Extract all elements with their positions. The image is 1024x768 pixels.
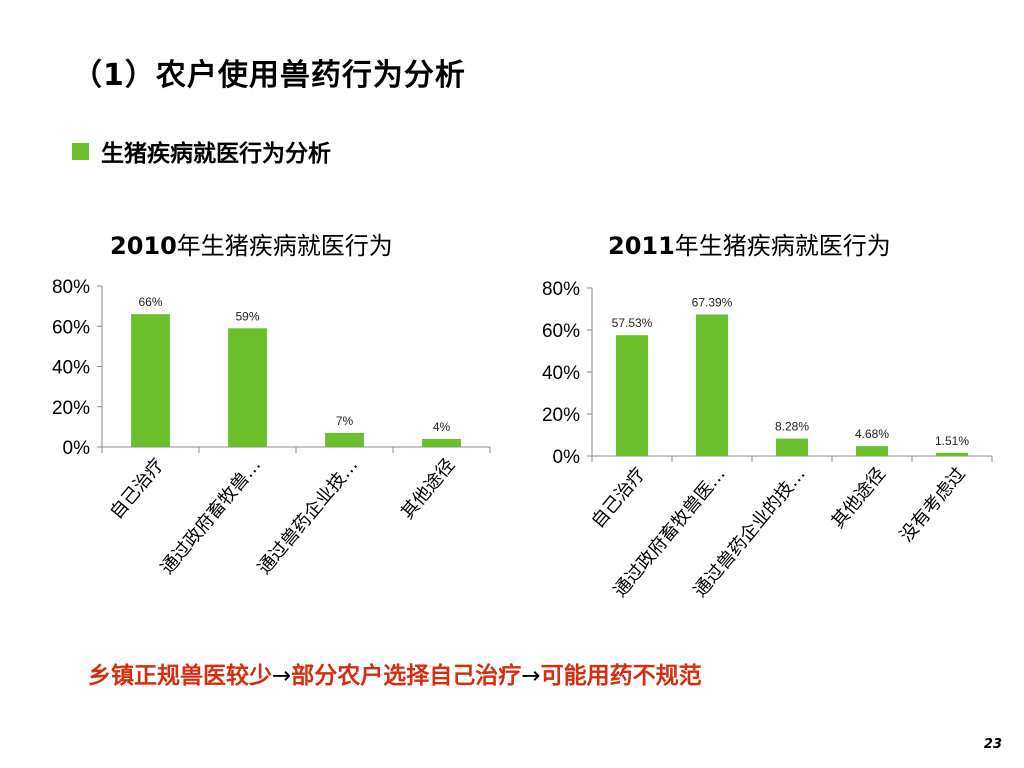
- bar: [616, 335, 648, 456]
- y-tick-label: 40%: [52, 358, 90, 379]
- category-label: 自己治疗: [106, 455, 168, 524]
- chart-title: 2010年生猪疾病就医行为: [110, 232, 393, 260]
- data-label: 7%: [336, 414, 354, 428]
- y-tick-label: 80%: [542, 279, 580, 300]
- arrow-icon: →: [272, 663, 292, 689]
- subtitle-row: 生猪疾病就医行为分析: [72, 134, 331, 168]
- bullet-square-icon: [72, 142, 89, 160]
- data-label: 59%: [235, 309, 259, 323]
- bar: [131, 314, 170, 447]
- category-label: 没有考虑过: [896, 464, 970, 546]
- chart-title-year: 2010: [110, 232, 177, 260]
- category-label: 其他途径: [397, 455, 459, 524]
- bar: [936, 452, 968, 456]
- bar: [696, 314, 728, 456]
- chart-2010: 2010年生猪疾病就医行为 0% 20% 40% 60% 80% 66% 自己治疗 59% 通过政…: [30, 222, 500, 602]
- conclusion-text: 乡镇正规兽医较少→部分农户选择自己治疗→可能用药不规范: [88, 656, 702, 690]
- category-label: 其他途径: [827, 464, 889, 533]
- conclusion-part-1: 乡镇正规兽医较少: [88, 663, 272, 689]
- data-label: 57.53%: [612, 316, 653, 330]
- y-tick-label: 60%: [542, 321, 580, 342]
- chart-title: 2011年生猪疾病就医行为: [608, 232, 891, 260]
- y-tick-label: 20%: [542, 405, 580, 426]
- y-tick-label: 0%: [63, 438, 91, 459]
- chart-svg: 2011年生猪疾病就医行为 0% 20% 40% 60% 80% 57.53% 自己治疗 67.…: [542, 232, 993, 601]
- chart-2011: 2011年生猪疾病就医行为 0% 20% 40% 60% 80% 57.53% 自己治疗 67.…: [520, 222, 1005, 622]
- y-tick-label: 40%: [542, 363, 580, 384]
- bar: [422, 438, 461, 447]
- data-label: 4%: [433, 420, 451, 434]
- category-label: 通过政府畜牧兽…: [157, 455, 266, 579]
- y-tick-label: 0%: [553, 447, 581, 468]
- category-label: 自己治疗: [587, 464, 649, 533]
- chart-title-text: 年生猪疾病就医行为: [177, 232, 393, 260]
- chart-title-year: 2011: [608, 232, 675, 260]
- page-number: 23: [983, 737, 1002, 752]
- data-label: 4.68%: [855, 427, 889, 441]
- subtitle: 生猪疾病就医行为分析: [101, 141, 331, 167]
- bar: [776, 438, 808, 456]
- category-label: 通过兽药企业技…: [254, 455, 363, 579]
- arrow-icon: →: [521, 663, 541, 689]
- chart-title-text: 年生猪疾病就医行为: [675, 232, 891, 260]
- page-title: （1）农户使用兽药行为分析: [72, 58, 466, 93]
- y-tick-label: 60%: [52, 317, 90, 338]
- data-label: 67.39%: [692, 295, 733, 309]
- bar: [325, 432, 364, 447]
- data-label: 66%: [138, 295, 162, 309]
- bar: [228, 328, 267, 447]
- y-tick-label: 20%: [52, 398, 90, 419]
- data-label: 8.28%: [775, 420, 809, 434]
- conclusion-part-3: 可能用药不规范: [540, 663, 702, 689]
- chart-svg: 2010年生猪疾病就医行为 0% 20% 40% 60% 80% 66% 自己治疗 59% 通过政…: [52, 232, 491, 579]
- conclusion-part-2: 部分农户选择自己治疗: [291, 663, 522, 689]
- y-tick-label: 80%: [52, 277, 90, 298]
- bar: [856, 446, 888, 456]
- data-label: 1.51%: [935, 434, 969, 448]
